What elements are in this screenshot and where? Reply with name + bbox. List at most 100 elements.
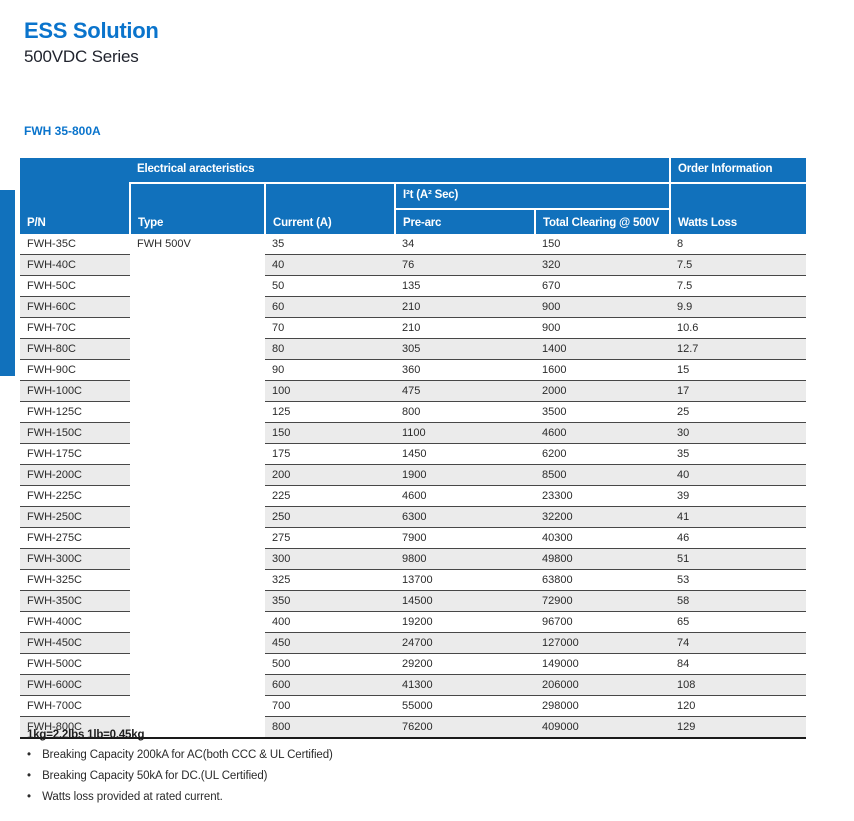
total-clearing-cell: 900: [535, 317, 670, 339]
current-cell: 350: [265, 590, 395, 612]
total-clearing-cell: 72900: [535, 590, 670, 612]
current-cell: 200: [265, 464, 395, 486]
table-row: FWH-125C 125 800 3500 25: [20, 401, 806, 423]
total-clearing-cell: 6200: [535, 443, 670, 465]
total-clearing-cell: 32200: [535, 506, 670, 528]
watts-loss-cell: 51: [670, 548, 806, 570]
pre-arc-cell: 55000: [395, 695, 535, 717]
pn-cell: FWH-90C: [20, 359, 130, 381]
pn-cell: FWH-225C: [20, 485, 130, 507]
header-i2t-group: I²t (A² Sec): [394, 182, 670, 209]
header-order-group: Order Information: [669, 158, 806, 183]
total-clearing-cell: 8500: [535, 464, 670, 486]
pre-arc-cell: 41300: [395, 674, 535, 696]
pre-arc-cell: 19200: [395, 611, 535, 633]
watts-loss-cell: 7.5: [670, 275, 806, 297]
pre-arc-cell: 210: [395, 296, 535, 318]
pre-arc-cell: 76200: [395, 716, 535, 739]
watts-loss-cell: 120: [670, 695, 806, 717]
current-cell: 250: [265, 506, 395, 528]
header-watts-loss: Watts Loss: [669, 182, 806, 234]
table-row: FWH-700C 700 55000 298000 120: [20, 695, 806, 717]
bullet-icon: •: [27, 749, 31, 761]
current-cell: 40: [265, 254, 395, 276]
total-clearing-cell: 40300: [535, 527, 670, 549]
table-row: FWH-200C 200 1900 8500 40: [20, 464, 806, 486]
total-clearing-cell: 63800: [535, 569, 670, 591]
pn-cell: FWH-125C: [20, 401, 130, 423]
watts-loss-cell: 12.7: [670, 338, 806, 360]
page-edge-tab: [0, 190, 15, 376]
unit-conversion-note: 1kg=2.2lbs 1lb=0.45kg: [27, 729, 145, 741]
section-label: FWH 35-800A: [24, 124, 101, 138]
pre-arc-cell: 305: [395, 338, 535, 360]
total-clearing-cell: 150: [535, 234, 670, 255]
table-row: FWH-800C 800 76200 409000 129: [20, 716, 806, 739]
pre-arc-cell: 4600: [395, 485, 535, 507]
watts-loss-cell: 7.5: [670, 254, 806, 276]
pre-arc-cell: 13700: [395, 569, 535, 591]
watts-loss-cell: 10.6: [670, 317, 806, 339]
pn-cell: FWH-60C: [20, 296, 130, 318]
watts-loss-cell: 74: [670, 632, 806, 654]
spec-table-body: FWH-35C FWH 500V 35 34 150 8 FWH-40C 40 76 320 7.5…: [20, 234, 806, 739]
watts-loss-cell: 46: [670, 527, 806, 549]
total-clearing-cell: 320: [535, 254, 670, 276]
total-clearing-cell: 3500: [535, 401, 670, 423]
table-row: FWH-300C 300 9800 49800 51: [20, 548, 806, 570]
watts-loss-cell: 58: [670, 590, 806, 612]
current-cell: 125: [265, 401, 395, 423]
total-clearing-cell: 1400: [535, 338, 670, 360]
table-row: FWH-500C 500 29200 149000 84: [20, 653, 806, 675]
pn-cell: FWH-400C: [20, 611, 130, 633]
page-title: ESS Solution: [24, 18, 159, 43]
pn-cell: FWH-200C: [20, 464, 130, 486]
pre-arc-cell: 800: [395, 401, 535, 423]
pn-cell: FWH-150C: [20, 422, 130, 444]
current-cell: 700: [265, 695, 395, 717]
table-row: FWH-600C 600 41300 206000 108: [20, 674, 806, 696]
table-row: FWH-275C 275 7900 40300 46: [20, 527, 806, 549]
pn-cell: FWH-70C: [20, 317, 130, 339]
type-cell: FWH 500V: [130, 234, 265, 739]
watts-loss-cell: 15: [670, 359, 806, 381]
current-cell: 400: [265, 611, 395, 633]
total-clearing-cell: 149000: [535, 653, 670, 675]
table-row: FWH-80C 80 305 1400 12.7: [20, 338, 806, 360]
total-clearing-cell: 23300: [535, 485, 670, 507]
current-cell: 150: [265, 422, 395, 444]
footer-notes: 1kg=2.2lbs 1lb=0.45kg • Breaking Capacit…: [27, 729, 333, 812]
note-item: • Breaking Capacity 200kA for AC(both CC…: [27, 749, 333, 761]
title-block: ESS Solution 500VDC Series: [24, 18, 159, 67]
pn-cell: FWH-250C: [20, 506, 130, 528]
total-clearing-cell: 900: [535, 296, 670, 318]
pre-arc-cell: 29200: [395, 653, 535, 675]
pn-cell: FWH-600C: [20, 674, 130, 696]
pn-cell: FWH-100C: [20, 380, 130, 402]
watts-loss-cell: 8: [670, 234, 806, 255]
table-row: FWH-400C 400 19200 96700 65: [20, 611, 806, 633]
pn-cell: FWH-35C: [20, 234, 130, 255]
bullet-icon: •: [27, 791, 31, 803]
table-row: FWH-225C 225 4600 23300 39: [20, 485, 806, 507]
current-cell: 90: [265, 359, 395, 381]
total-clearing-cell: 1600: [535, 359, 670, 381]
header-pre-arc: Pre-arc: [394, 208, 535, 234]
total-clearing-cell: 409000: [535, 716, 670, 739]
current-cell: 225: [265, 485, 395, 507]
pn-cell: FWH-40C: [20, 254, 130, 276]
table-row: FWH-250C 250 6300 32200 41: [20, 506, 806, 528]
current-cell: 600: [265, 674, 395, 696]
watts-loss-cell: 39: [670, 485, 806, 507]
watts-loss-cell: 35: [670, 443, 806, 465]
current-cell: 300: [265, 548, 395, 570]
pre-arc-cell: 76: [395, 254, 535, 276]
watts-loss-cell: 40: [670, 464, 806, 486]
watts-loss-cell: 25: [670, 401, 806, 423]
watts-loss-cell: 53: [670, 569, 806, 591]
table-row: FWH-60C 60 210 900 9.9: [20, 296, 806, 318]
pn-cell: FWH-80C: [20, 338, 130, 360]
current-cell: 175: [265, 443, 395, 465]
note-item: • Watts loss provided at rated current.: [27, 791, 223, 803]
pre-arc-cell: 9800: [395, 548, 535, 570]
